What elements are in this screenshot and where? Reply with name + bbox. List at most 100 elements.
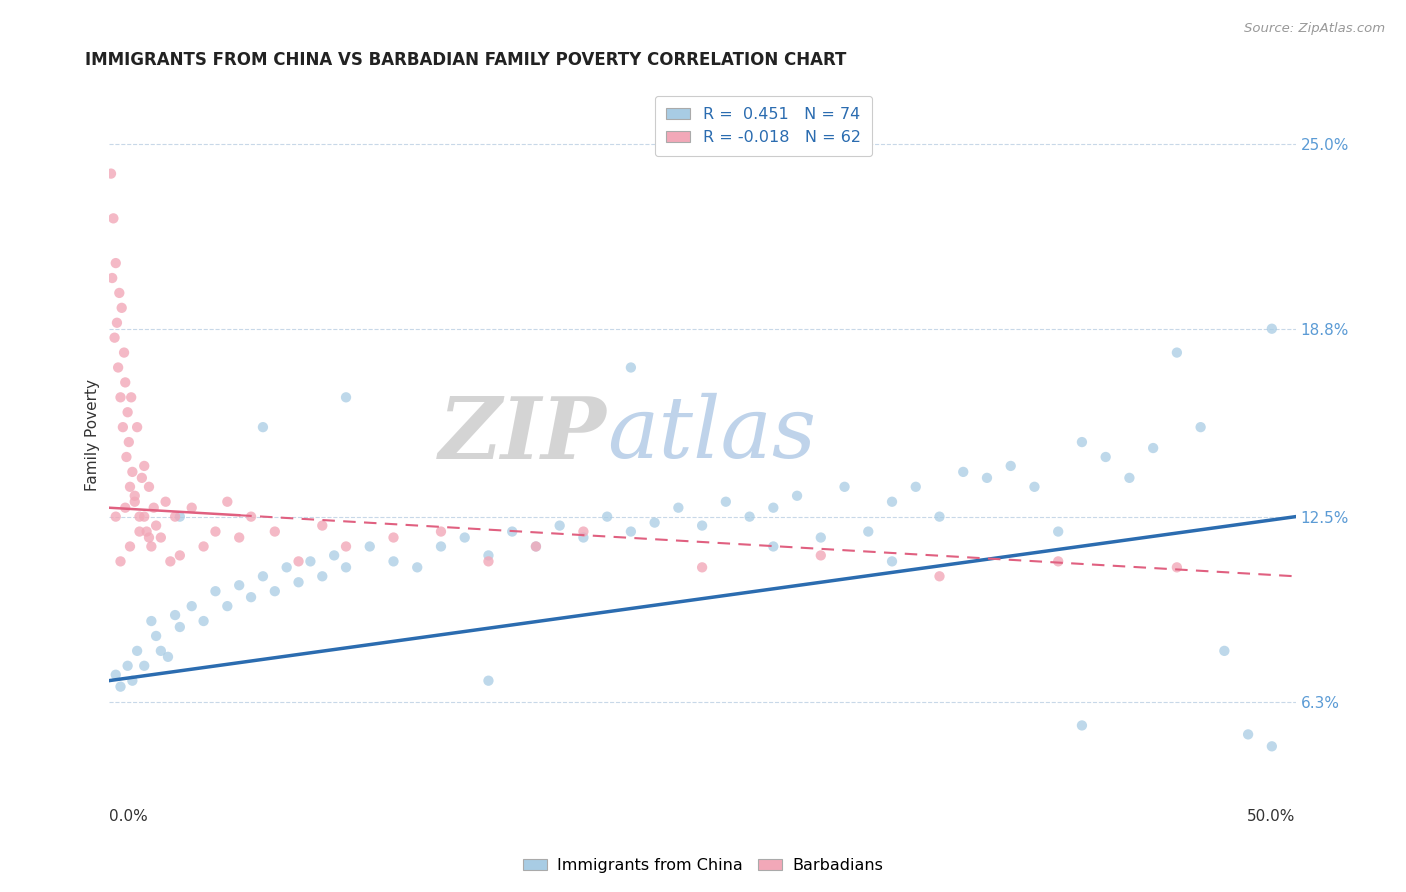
Point	[430, 540, 453, 554]
Point	[134, 458, 156, 473]
Point	[880, 494, 903, 508]
Point	[1213, 644, 1236, 658]
Point	[263, 584, 285, 599]
Point	[810, 549, 832, 563]
Point	[477, 673, 499, 688]
Point	[145, 629, 167, 643]
Point	[169, 620, 191, 634]
Point	[952, 465, 974, 479]
Point	[359, 540, 381, 554]
Point	[111, 301, 134, 315]
Point	[124, 489, 146, 503]
Point	[104, 667, 127, 681]
Point	[477, 549, 499, 563]
Point	[114, 376, 136, 390]
Point	[287, 575, 309, 590]
Point	[454, 531, 477, 545]
Point	[118, 435, 141, 450]
Point	[276, 560, 298, 574]
Point	[193, 614, 215, 628]
Point	[382, 554, 405, 568]
Point	[127, 644, 149, 658]
Legend: Immigrants from China, Barbadians: Immigrants from China, Barbadians	[517, 852, 889, 880]
Point	[138, 480, 160, 494]
Point	[156, 649, 179, 664]
Point	[762, 500, 785, 515]
Point	[1024, 480, 1046, 494]
Point	[193, 540, 215, 554]
Point	[1071, 435, 1094, 450]
Point	[180, 500, 202, 515]
Point	[524, 540, 547, 554]
Point	[335, 540, 357, 554]
Point	[762, 540, 785, 554]
Point	[858, 524, 880, 539]
Point	[880, 554, 903, 568]
Point	[228, 578, 250, 592]
Point	[105, 316, 128, 330]
Point	[620, 360, 643, 375]
Point	[240, 590, 263, 604]
Point	[121, 673, 143, 688]
Point	[217, 599, 239, 614]
Point	[1166, 560, 1188, 574]
Point	[103, 211, 125, 226]
Point	[1047, 554, 1070, 568]
Point	[976, 471, 998, 485]
Text: atlas: atlas	[607, 393, 817, 476]
Point	[134, 658, 156, 673]
Point	[335, 560, 357, 574]
Point	[834, 480, 856, 494]
Point	[104, 509, 127, 524]
Point	[118, 540, 141, 554]
Point	[252, 420, 274, 434]
Point	[180, 599, 202, 614]
Point	[311, 518, 333, 533]
Point	[115, 450, 138, 464]
Point	[240, 509, 263, 524]
Point	[430, 524, 453, 539]
Point	[1261, 322, 1284, 336]
Point	[128, 524, 150, 539]
Point	[118, 480, 141, 494]
Point	[786, 489, 808, 503]
Point	[128, 509, 150, 524]
Y-axis label: Family Poverty: Family Poverty	[86, 378, 100, 491]
Point	[104, 256, 127, 270]
Point	[124, 494, 146, 508]
Point	[382, 531, 405, 545]
Point	[117, 658, 139, 673]
Point	[149, 644, 172, 658]
Point	[644, 516, 666, 530]
Point	[120, 390, 142, 404]
Point	[110, 554, 132, 568]
Point	[1094, 450, 1116, 464]
Point	[169, 549, 191, 563]
Point	[159, 554, 181, 568]
Point	[1261, 739, 1284, 754]
Text: 50.0%: 50.0%	[1247, 809, 1295, 824]
Point	[165, 608, 187, 623]
Point	[1237, 727, 1260, 741]
Point	[108, 285, 131, 300]
Point	[204, 584, 226, 599]
Text: 0.0%: 0.0%	[108, 809, 148, 824]
Point	[1118, 471, 1140, 485]
Point	[110, 390, 132, 404]
Point	[690, 560, 713, 574]
Point	[904, 480, 927, 494]
Point	[228, 531, 250, 545]
Point	[217, 494, 239, 508]
Point	[114, 500, 136, 515]
Point	[928, 509, 950, 524]
Point	[117, 405, 139, 419]
Point	[149, 531, 172, 545]
Point	[1166, 345, 1188, 359]
Point	[135, 524, 157, 539]
Point	[142, 500, 165, 515]
Point	[477, 554, 499, 568]
Point	[572, 524, 595, 539]
Point	[1071, 718, 1094, 732]
Point	[252, 569, 274, 583]
Point	[101, 271, 124, 285]
